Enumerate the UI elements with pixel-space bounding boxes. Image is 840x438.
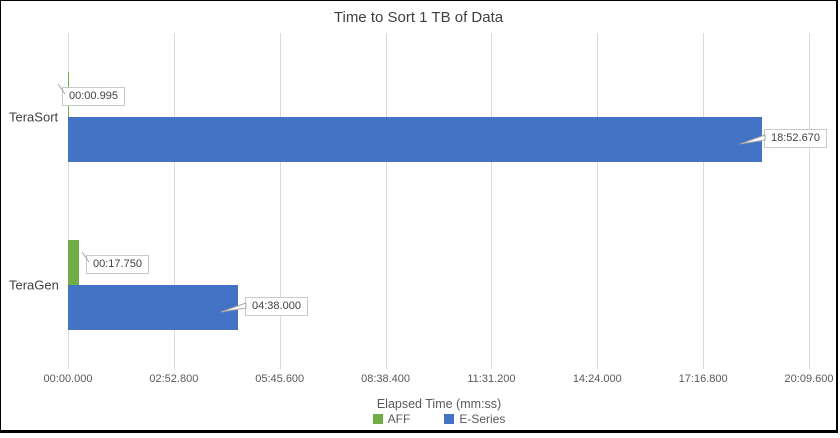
- data-label-aff-teragen: 00:17.750: [81, 251, 149, 274]
- gridline: [385, 33, 387, 369]
- data-label-e-series-teragen: 04:38.000: [220, 297, 308, 316]
- callout-leader: [81, 251, 90, 263]
- gridline: [809, 33, 810, 369]
- callout-leader: [57, 83, 66, 95]
- x-tick-label: 02:52.800: [149, 373, 199, 385]
- legend: AFF E-Series: [1, 412, 840, 426]
- x-tick-label: 17:16.800: [678, 373, 728, 385]
- legend-item-e-series: E-Series: [444, 412, 505, 426]
- x-tick-label: 11:31.200: [467, 373, 516, 385]
- legend-swatch-icon: [444, 414, 455, 424]
- bar-e-series-teragen: [68, 285, 239, 330]
- gridline: [597, 33, 599, 369]
- x-tick-label: 20:09.600: [784, 373, 834, 385]
- legend-label: AFF: [387, 412, 411, 426]
- plot-area: [68, 33, 810, 369]
- bar-aff-teragen: [68, 240, 79, 285]
- x-tick-label: 00:00.000: [43, 373, 93, 385]
- gridline: [703, 33, 705, 369]
- gridline: [173, 33, 175, 369]
- category-label-teragen: TeraGen: [9, 277, 59, 293]
- callout-leader: [739, 134, 766, 145]
- data-label-e-series-terasort: 18:52.670: [739, 129, 827, 148]
- chart-title: Time to Sort 1 TB of Data: [333, 9, 504, 26]
- x-tick-label: 05:45.600: [255, 373, 305, 385]
- legend-swatch-icon: [372, 414, 383, 424]
- x-tick-label: 14:24.000: [572, 373, 622, 385]
- x-tick-label: 08:38.400: [361, 373, 411, 385]
- category-label-terasort: TeraSort: [9, 109, 59, 125]
- gridline: [491, 33, 493, 369]
- gridline: [279, 33, 281, 369]
- bar-e-series-terasort: [68, 117, 762, 162]
- x-axis-title: Elapsed Time (mm:ss): [376, 397, 502, 411]
- legend-item-aff: AFF: [372, 412, 411, 426]
- data-label-aff-terasort: 00:00.995: [57, 83, 125, 106]
- callout-leader: [220, 302, 247, 313]
- legend-label: E-Series: [459, 412, 506, 426]
- gridline: [68, 33, 69, 369]
